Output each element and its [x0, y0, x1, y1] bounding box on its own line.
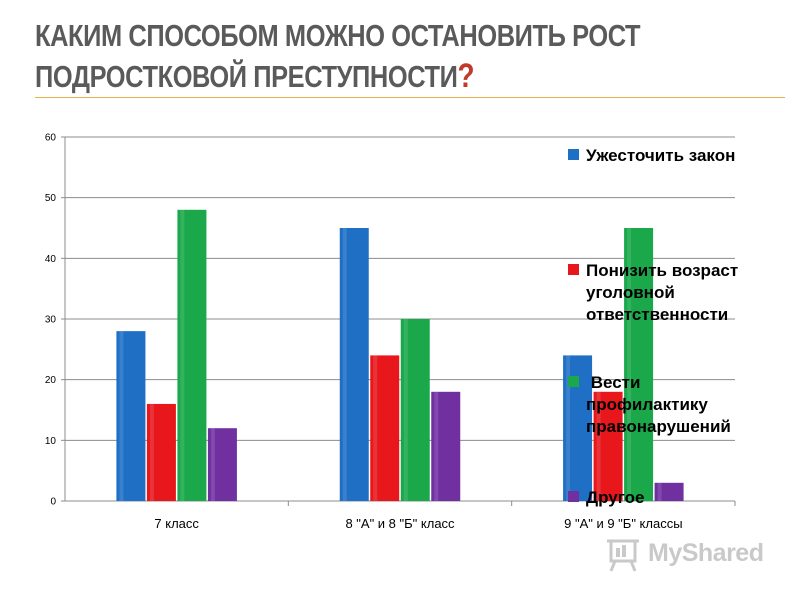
y-tick-label: 10: [45, 436, 57, 447]
bar-highlight: [434, 391, 439, 501]
legend-label: правонарушений: [586, 417, 731, 436]
presentation-board-icon: [607, 539, 639, 572]
chart-axes: [61, 136, 736, 506]
y-tick-label: 30: [45, 315, 57, 326]
x-category-label: 8 "А" и 8 "Б" класс: [345, 516, 455, 531]
y-tick-label: 50: [45, 193, 57, 204]
x-category-label: 9 "А" и 9 "Б" классы: [564, 516, 682, 531]
bar-highlight: [210, 428, 215, 501]
y-tick-label: 60: [45, 133, 57, 144]
bar-highlight: [149, 403, 154, 501]
legend-label: Понизить возраст: [586, 261, 738, 280]
bar: [339, 228, 369, 501]
bar: [116, 331, 146, 501]
chart-gridlines: [65, 136, 735, 441]
legend-label: уголовной: [586, 283, 675, 302]
chart-bars: [116, 209, 684, 502]
slide-title-line2-text: ПОДРОСТКОВОЙ ПРЕСТУПНОСТИ: [35, 59, 458, 94]
x-category-label: 7 класс: [154, 516, 199, 531]
bar: [431, 391, 461, 501]
title-underline: [35, 97, 785, 98]
bar-highlight: [596, 391, 601, 501]
watermark-logo: MyShared: [605, 535, 770, 575]
slide-title-line2: ПОДРОСТКОВОЙ ПРЕСТУПНОСТИ?: [35, 56, 642, 97]
y-tick-label: 0: [50, 497, 56, 508]
legend-label: Другое: [586, 488, 644, 507]
legend-swatch: [568, 264, 579, 275]
legend-swatch: [568, 149, 579, 160]
bar-highlight: [627, 228, 632, 501]
bar: [400, 319, 430, 501]
legend-label: профилактику: [586, 395, 708, 414]
chart-legend: Ужесточить закон Понизить возраст уголовно…: [568, 146, 738, 507]
bar-highlight: [119, 331, 124, 501]
bar: [593, 391, 623, 501]
bar-highlight: [403, 319, 408, 501]
slide-title: КАКИМ СПОСОБОМ МОЖНО ОСТАНОВИТЬ РОСТ ПОД…: [35, 16, 642, 97]
y-axis-tick-labels: 0 10 20 30 40 50 60: [45, 133, 57, 508]
bar-highlight: [566, 355, 571, 501]
bar-highlight: [180, 209, 185, 502]
bar: [146, 403, 176, 501]
slide-title-line1: КАКИМ СПОСОБОМ МОЖНО ОСТАНОВИТЬ РОСТ: [35, 18, 641, 53]
bar: [624, 228, 654, 501]
x-axis-category-labels: 7 класс 8 "А" и 8 "Б" класс 9 "А" и 9 "Б" …: [154, 516, 682, 531]
bar: [207, 428, 237, 501]
bar-highlight: [657, 482, 662, 501]
legend-swatch: [568, 376, 579, 387]
bar: [654, 482, 684, 501]
slide-title-question-mark: ?: [457, 57, 475, 95]
legend-swatch: [568, 491, 579, 502]
bar-highlight: [342, 228, 347, 501]
bar: [177, 209, 207, 502]
legend-label: ответственности: [586, 305, 728, 324]
bar-highlight: [373, 355, 378, 501]
y-tick-label: 20: [45, 375, 57, 386]
legend-label: Вести: [586, 373, 640, 392]
watermark-text: MyShared: [648, 539, 764, 567]
legend-label: Ужесточить закон: [586, 146, 735, 165]
bar: [370, 355, 400, 501]
y-tick-label: 40: [45, 254, 57, 265]
